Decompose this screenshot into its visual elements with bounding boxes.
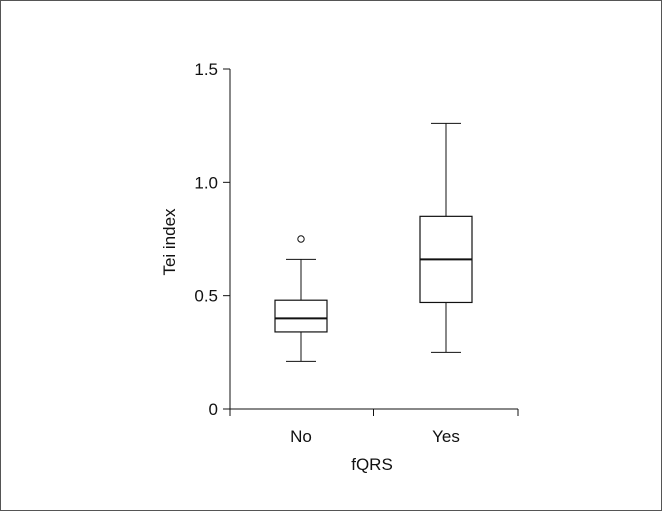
- axes: 0 0.5 1.0 1.5 No Yes: [194, 60, 519, 446]
- outlier-point: [297, 235, 305, 243]
- y-tick-label: 0: [209, 400, 218, 419]
- y-tick-label: 1.5: [194, 60, 218, 79]
- x-tick-label: No: [290, 427, 312, 446]
- y-tick-label: 1.0: [194, 173, 218, 192]
- y-axis-label: Tei index: [160, 208, 179, 276]
- box-series: [274, 122, 473, 362]
- box-no: [274, 235, 328, 362]
- y-tick-label: 0.5: [194, 287, 218, 306]
- box-yes: [419, 122, 473, 353]
- interquartile-box: [274, 299, 328, 333]
- x-axis-label: fQRS: [351, 455, 393, 474]
- x-tick-label: Yes: [432, 427, 460, 446]
